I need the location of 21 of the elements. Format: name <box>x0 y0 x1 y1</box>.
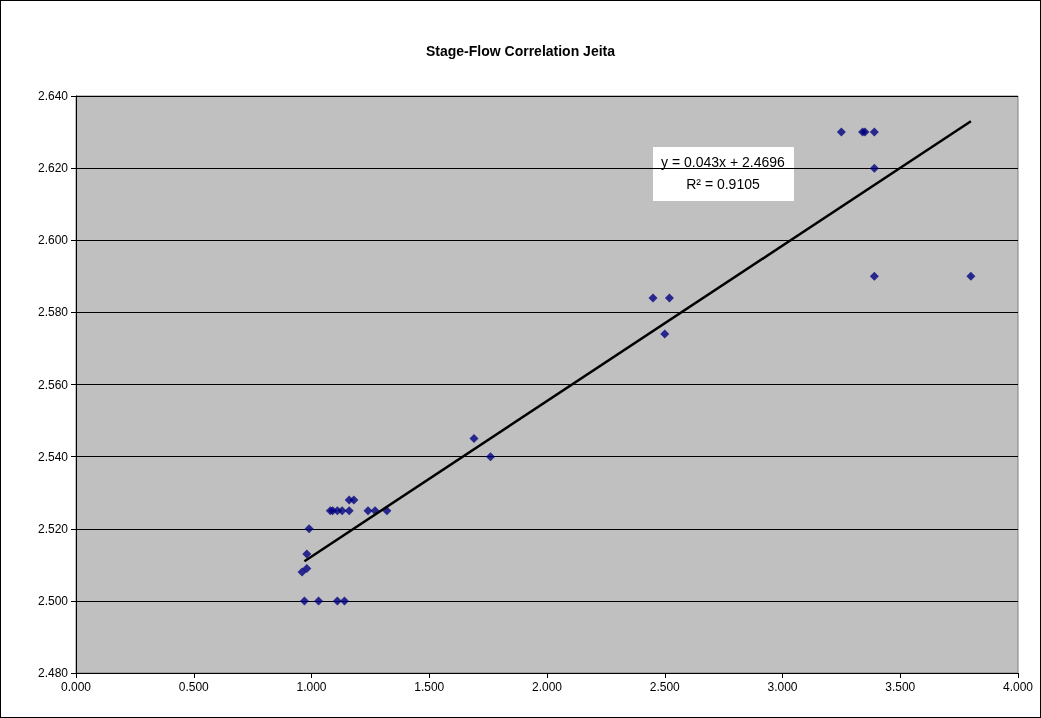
x-tick-label: 3.000 <box>767 680 798 694</box>
x-tick-label: 1.000 <box>296 680 327 694</box>
y-tick-label: 2.640 <box>37 89 69 103</box>
x-tick-label: 4.000 <box>1002 680 1034 694</box>
x-tick-label: 1.500 <box>414 680 445 694</box>
annotation: R² = 0.9105 <box>686 176 760 192</box>
y-tick-label: 2.580 <box>37 305 69 320</box>
x-tick-label: 2.000 <box>531 680 563 694</box>
y-tick-label: 2.520 <box>37 521 69 536</box>
annotation: y = 0.043x + 2.4696 <box>661 154 786 170</box>
y-tick-label: 2.600 <box>37 233 69 248</box>
x-tick-label: 0.500 <box>178 680 210 694</box>
x-tick-label: 2.500 <box>649 680 681 694</box>
y-tick-label: 2.480 <box>37 666 69 680</box>
y-tick-label: 2.540 <box>37 449 69 464</box>
y-tick-label: 2.500 <box>37 593 69 608</box>
x-tick-label: 3.500 <box>885 680 916 694</box>
chart-title: Stage-Flow Correlation Jeita <box>425 43 616 59</box>
y-tick-label: 2.620 <box>37 161 69 176</box>
x-tick-label: 0.000 <box>60 680 92 694</box>
y-tick-label: 2.560 <box>37 377 69 392</box>
